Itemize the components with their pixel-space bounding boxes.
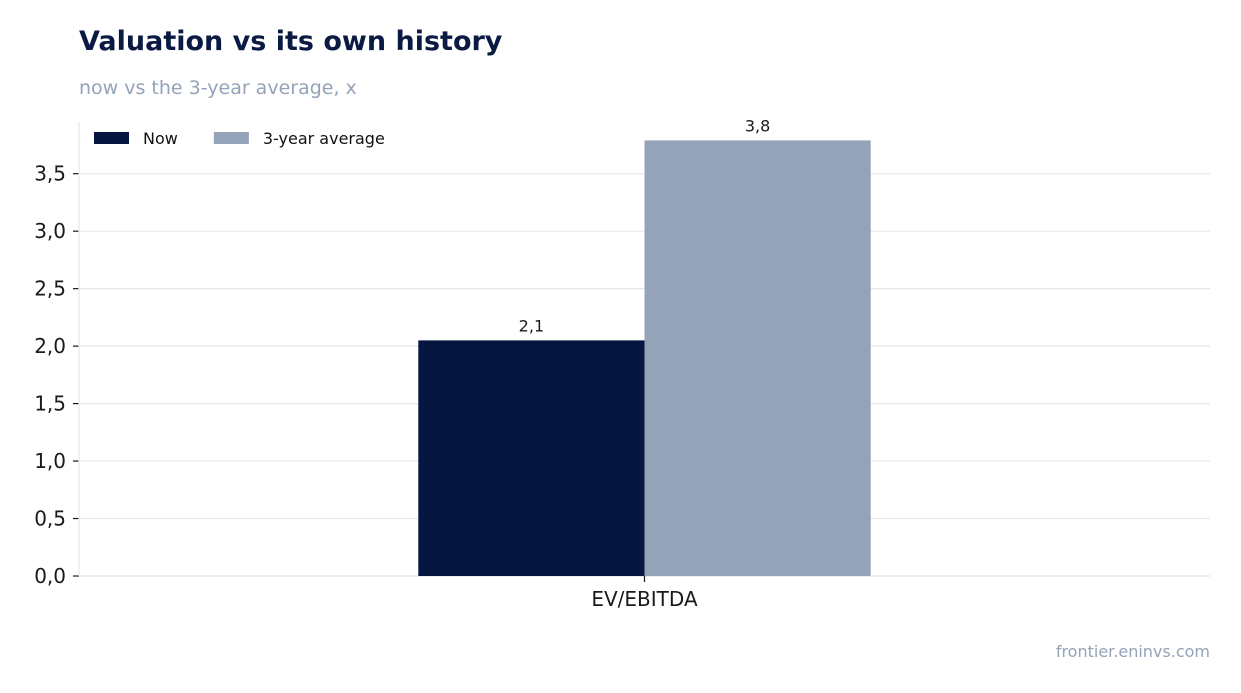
- y-tick-label: 2,5: [34, 277, 66, 301]
- y-tick-label: 0,5: [34, 507, 66, 531]
- bar: [644, 140, 871, 576]
- legend: Now 3-year average: [94, 129, 385, 148]
- y-tick-label: 3,0: [34, 219, 66, 243]
- data-labels: 2,1 3,8: [519, 116, 771, 335]
- y-tick-label: 3,5: [34, 162, 66, 186]
- bars: [418, 140, 871, 576]
- axes: 0,0 0,5 1,0 1,5 2,0 2,5 3,0 3,5 EV/EBITDA: [34, 122, 1210, 611]
- chart-subtitle: now vs the 3-year average, x: [79, 77, 357, 99]
- bar: [418, 340, 645, 576]
- legend-label: Now: [143, 129, 178, 148]
- y-tick-label: 1,5: [34, 392, 66, 416]
- y-tick-label: 0,0: [34, 564, 66, 588]
- legend-label: 3-year average: [263, 129, 385, 148]
- source-credit: frontier.eninvs.com: [1055, 642, 1210, 661]
- data-label: 3,8: [745, 116, 770, 135]
- y-tick-label: 2,0: [34, 334, 66, 358]
- chart-title: Valuation vs its own history: [79, 26, 503, 57]
- legend-swatch: [94, 132, 129, 144]
- y-tick-label: 1,0: [34, 449, 66, 473]
- x-tick-label: EV/EBITDA: [591, 587, 698, 611]
- data-label: 2,1: [519, 316, 544, 335]
- legend-swatch: [213, 132, 249, 144]
